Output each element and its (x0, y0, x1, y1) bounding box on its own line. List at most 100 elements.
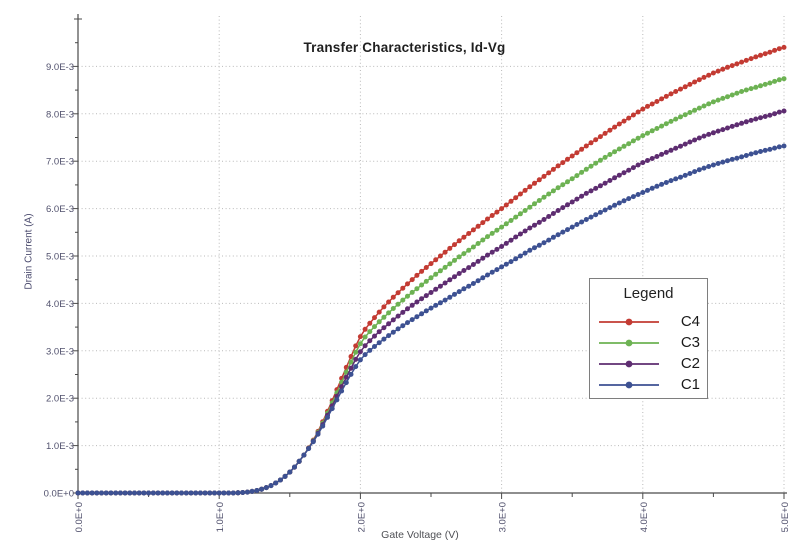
data-marker (574, 196, 580, 202)
data-marker (626, 167, 632, 173)
data-marker (277, 477, 283, 483)
data-marker (485, 252, 490, 258)
data-marker (673, 116, 679, 122)
x-tick-labels: 0.0E+0 1.0E+0 2.0E+0 3.0E+0 4.0E+0 5.0E+0 (74, 502, 791, 532)
data-marker (475, 241, 481, 246)
legend-entry-c4: C4 (590, 311, 707, 332)
data-marker (489, 269, 495, 275)
data-marker (776, 77, 782, 83)
data-marker (423, 293, 429, 299)
data-marker (569, 224, 575, 230)
data-marker (386, 299, 392, 305)
data-marker (527, 204, 533, 210)
data-marker (485, 216, 490, 222)
data-marker (353, 343, 359, 349)
data-marker (743, 57, 749, 63)
legend-entries: C4 C3 C2 C1 (590, 311, 707, 395)
data-marker (513, 256, 519, 262)
data-marker (710, 130, 716, 136)
data-marker (583, 143, 589, 149)
data-marker (141, 490, 147, 496)
y-tick-label: 4.0E-3 (46, 299, 74, 310)
data-marker (409, 302, 415, 308)
data-marker (682, 84, 688, 90)
data-marker (668, 118, 674, 124)
data-marker (423, 265, 429, 270)
data-marker (767, 112, 773, 118)
data-marker (565, 202, 570, 208)
data-marker (197, 490, 203, 496)
data-marker (739, 120, 745, 126)
legend-entry-c1: C1 (590, 374, 707, 395)
data-marker (334, 397, 340, 403)
data-marker (649, 156, 655, 161)
data-marker (663, 93, 669, 99)
y-tick-label: 9.0E-3 (46, 62, 74, 73)
data-marker (461, 268, 467, 273)
data-marker (663, 121, 669, 127)
data-marker (442, 297, 448, 303)
legend-label-c3: C3 (680, 334, 700, 351)
data-marker (720, 66, 726, 72)
data-marker (560, 182, 566, 188)
data-marker (372, 333, 377, 339)
data-marker (390, 317, 396, 323)
data-marker (348, 365, 354, 371)
data-marker (536, 242, 542, 248)
data-marker (739, 89, 745, 94)
y-tick-label: 8.0E-3 (46, 109, 74, 120)
legend-dot (625, 360, 633, 367)
chart-title: Transfer Characteristics, Id-Vg (303, 40, 506, 55)
data-marker (99, 490, 104, 496)
data-marker (320, 423, 326, 429)
data-marker (146, 490, 152, 496)
data-marker (612, 124, 618, 130)
data-marker (597, 134, 603, 140)
data-marker (400, 323, 406, 329)
data-marker (343, 374, 349, 380)
data-marker (668, 147, 674, 153)
data-marker (113, 490, 119, 496)
data-marker (640, 160, 646, 166)
data-marker (499, 206, 505, 212)
data-marker (221, 490, 227, 496)
data-marker (395, 290, 401, 296)
data-marker (678, 114, 683, 120)
data-marker (103, 490, 109, 496)
data-marker (532, 245, 537, 251)
data-marker (555, 185, 561, 191)
data-marker (720, 159, 726, 165)
data-marker (503, 202, 509, 208)
data-marker (376, 340, 382, 346)
series-c1 (75, 143, 787, 496)
data-marker (499, 244, 505, 249)
data-marker (517, 231, 523, 237)
data-marker (447, 294, 453, 300)
data-marker (494, 267, 500, 273)
data-marker (127, 490, 133, 496)
y-tick-label: 5.0E-3 (46, 252, 74, 263)
data-marker (423, 278, 429, 284)
data-marker (762, 51, 768, 57)
data-marker (386, 321, 392, 327)
data-marker (645, 187, 650, 193)
data-marker (776, 46, 782, 52)
data-marker (574, 150, 580, 156)
data-marker (734, 61, 740, 67)
data-marker (183, 490, 189, 496)
data-marker (244, 489, 250, 495)
data-marker (555, 163, 561, 169)
data-marker (80, 490, 86, 496)
data-marker (621, 143, 627, 149)
data-marker (367, 320, 373, 326)
data-marker (461, 286, 467, 292)
data-marker (395, 313, 401, 319)
data-marker (381, 304, 387, 310)
data-marker (532, 180, 537, 186)
data-marker (437, 300, 443, 306)
data-marker (579, 169, 585, 175)
data-marker (781, 76, 787, 82)
data-marker (645, 158, 650, 163)
data-marker (353, 349, 359, 355)
data-marker (602, 130, 608, 136)
